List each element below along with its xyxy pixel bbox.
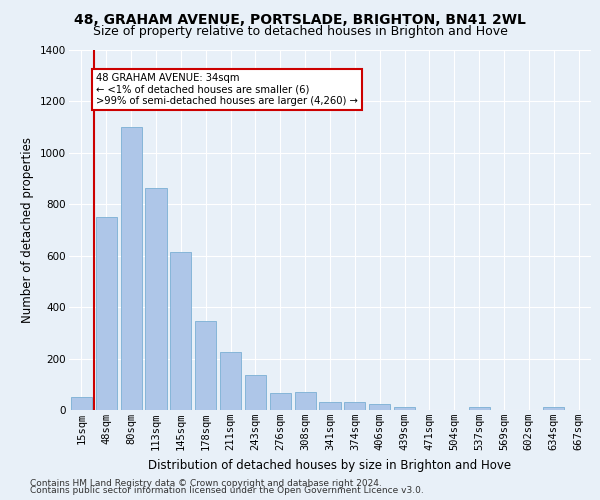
Text: Size of property relative to detached houses in Brighton and Hove: Size of property relative to detached ho…	[92, 25, 508, 38]
Bar	[369, 404, 390, 410]
Text: Contains HM Land Registry data © Crown copyright and database right 2024.: Contains HM Land Registry data © Crown c…	[30, 478, 382, 488]
Bar	[145, 188, 167, 410]
Bar	[96, 217, 117, 410]
Bar	[270, 394, 291, 410]
Text: 48, GRAHAM AVENUE, PORTSLADE, BRIGHTON, BN41 2WL: 48, GRAHAM AVENUE, PORTSLADE, BRIGHTON, …	[74, 12, 526, 26]
Bar	[394, 407, 415, 410]
X-axis label: Distribution of detached houses by size in Brighton and Hove: Distribution of detached houses by size …	[148, 458, 512, 471]
Bar	[121, 127, 142, 410]
Bar	[71, 397, 92, 410]
Bar	[195, 322, 216, 410]
Bar	[170, 252, 191, 410]
Bar	[245, 376, 266, 410]
Bar	[469, 407, 490, 410]
Y-axis label: Number of detached properties: Number of detached properties	[22, 137, 34, 323]
Bar	[295, 392, 316, 410]
Bar	[344, 402, 365, 410]
Bar	[543, 407, 564, 410]
Text: Contains public sector information licensed under the Open Government Licence v3: Contains public sector information licen…	[30, 486, 424, 495]
Bar	[220, 352, 241, 410]
Bar	[319, 402, 341, 410]
Text: 48 GRAHAM AVENUE: 34sqm
← <1% of detached houses are smaller (6)
>99% of semi-de: 48 GRAHAM AVENUE: 34sqm ← <1% of detache…	[97, 73, 358, 106]
